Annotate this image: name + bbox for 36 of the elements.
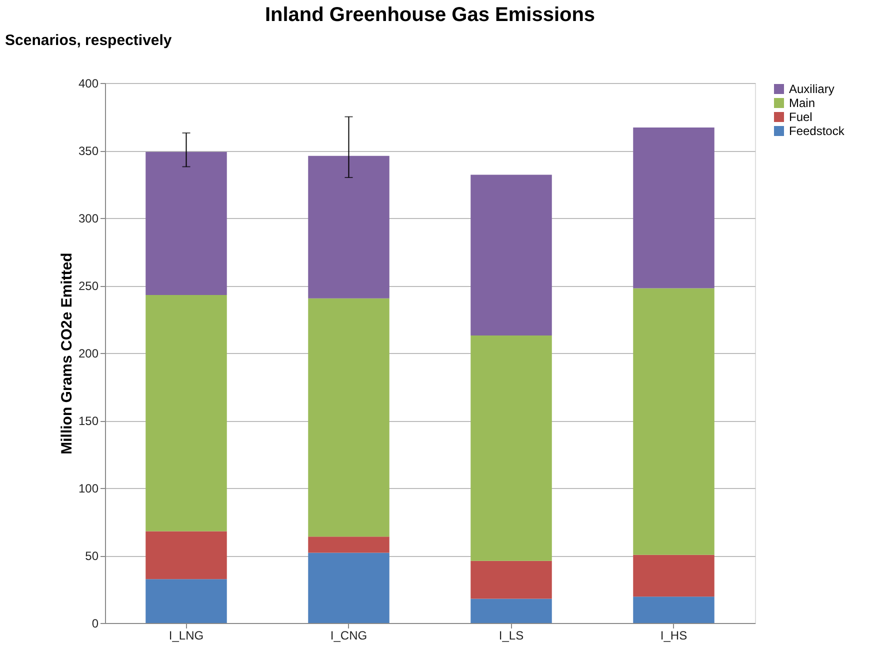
y-tick-label: 250 bbox=[78, 279, 99, 293]
y-tick-label: 150 bbox=[78, 414, 99, 428]
bar bbox=[146, 531, 227, 580]
bar bbox=[633, 128, 714, 288]
x-tick-label: I_LS bbox=[498, 628, 524, 642]
bar bbox=[470, 174, 552, 336]
legend-label: Main bbox=[789, 96, 816, 110]
x-tick-label: I_HS bbox=[660, 628, 688, 642]
bar bbox=[633, 288, 714, 555]
bar bbox=[470, 598, 552, 623]
bar bbox=[146, 294, 227, 532]
bar bbox=[633, 554, 714, 597]
bar bbox=[470, 335, 552, 561]
bar bbox=[308, 156, 390, 298]
y-tick-label: 0 bbox=[92, 616, 99, 630]
bar bbox=[308, 298, 390, 537]
legend-label: Fuel bbox=[789, 110, 812, 124]
legend-label: Feedstock bbox=[789, 124, 846, 138]
bar bbox=[146, 152, 227, 295]
bar bbox=[308, 536, 390, 553]
bar bbox=[470, 560, 552, 599]
y-tick-label: 100 bbox=[78, 482, 99, 496]
bar bbox=[308, 552, 390, 623]
y-tick-label: 300 bbox=[78, 212, 99, 226]
chart-title: Inland Greenhouse Gas Emissions bbox=[264, 4, 596, 26]
bar bbox=[633, 596, 714, 623]
x-tick-label: I_LNG bbox=[168, 628, 204, 642]
legend-label: Auxiliary bbox=[789, 82, 834, 96]
y-axis-title: Million Grams CO2e Emitted bbox=[58, 252, 76, 454]
y-tick-label: 200 bbox=[78, 346, 99, 360]
text: Scenarios, respectively bbox=[5, 32, 172, 49]
y-tick-label: 400 bbox=[78, 76, 99, 90]
bar bbox=[146, 579, 227, 623]
y-tick-label: 50 bbox=[85, 549, 99, 563]
y-tick-label: 350 bbox=[78, 144, 99, 158]
x-tick-label: I_CNG bbox=[330, 628, 368, 642]
